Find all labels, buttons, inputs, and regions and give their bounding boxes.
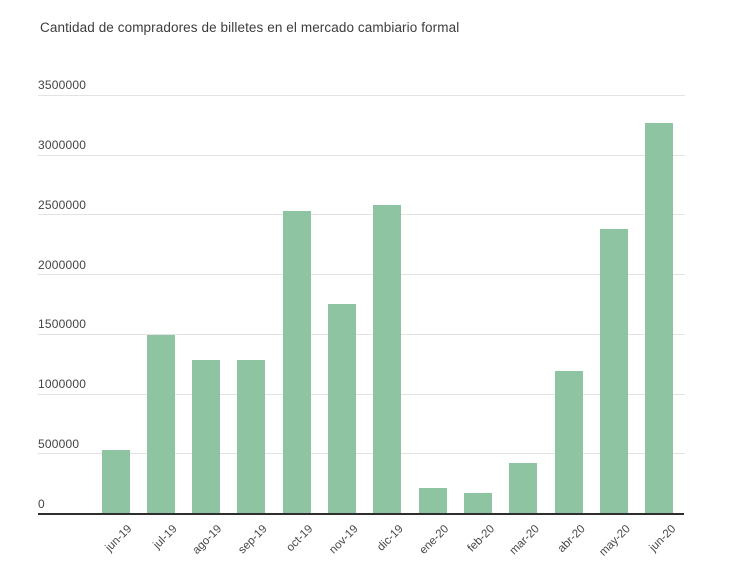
bar-jun-19: [101, 450, 130, 514]
x-tick-label: nov-19: [327, 523, 361, 557]
gridline: [38, 393, 685, 395]
bar-mar-20: [509, 463, 538, 514]
bar-ago-19: [192, 359, 221, 514]
x-axis-line: [38, 512, 684, 515]
bar-ene-20: [418, 487, 447, 514]
bar-abr-20: [554, 371, 583, 514]
x-tick-label: feb-20: [465, 523, 497, 555]
chart-title: Cantidad de compradores de billetes en e…: [40, 20, 460, 35]
bar-oct-19: [282, 210, 311, 514]
x-tick-label: jun-19: [102, 523, 134, 555]
bar-may-20: [600, 229, 629, 514]
y-tick-label: 3500000: [38, 78, 87, 93]
x-tick-label: sep-19: [236, 523, 270, 557]
bar-jun-20: [645, 122, 674, 514]
y-tick-label: 3000000: [38, 138, 87, 152]
x-tick-label: jun-20: [646, 523, 678, 555]
bar-jul-19: [146, 335, 175, 514]
gridline: [38, 214, 685, 216]
y-tick-label: 2000000: [38, 257, 87, 272]
y-tick-label: 1000000: [38, 377, 87, 391]
gridline: [38, 274, 685, 275]
x-tick-label: dic-19: [375, 523, 406, 554]
x-tick-label: ene-20: [417, 523, 452, 557]
x-tick-label: abr-20: [555, 523, 588, 555]
x-tick-label: jul-19: [150, 523, 180, 552]
gridline: [38, 453, 685, 455]
y-tick-label: 1500000: [38, 317, 87, 332]
bar-feb-20: [464, 492, 493, 514]
y-tick-label: 0: [38, 496, 45, 511]
bar-dic-19: [373, 205, 402, 514]
x-tick-label: oct-19: [284, 523, 316, 555]
y-tick-label: 500000: [38, 436, 80, 451]
x-tick-label: mar-20: [507, 523, 542, 558]
y-tick-label: 2500000: [38, 197, 87, 212]
bar-sep-19: [237, 359, 266, 514]
x-tick-label: ago-19: [190, 523, 225, 557]
gridline: [38, 154, 685, 156]
gridline: [38, 333, 685, 335]
bar-nov-19: [328, 303, 357, 514]
x-tick-label: may-20: [597, 523, 633, 559]
gridline: [38, 94, 685, 96]
